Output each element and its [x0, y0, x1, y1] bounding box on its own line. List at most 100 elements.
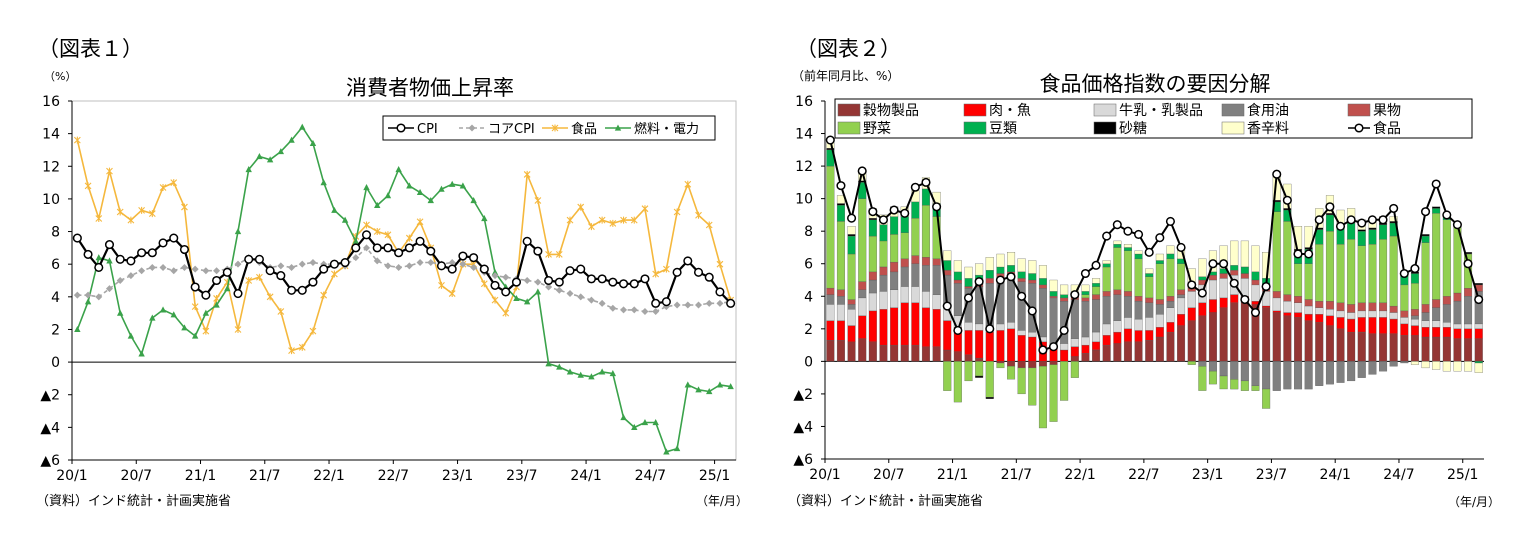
chart2-bar-segment	[858, 338, 867, 362]
chart2-bar-segment	[1325, 214, 1334, 232]
chart2-legend-label: 砂糖	[1119, 121, 1147, 137]
chart1-data-point	[523, 298, 531, 305]
chart2-bar-segment	[1272, 211, 1281, 292]
chart2-bar-segment	[1262, 305, 1271, 308]
chart2-bar-segment	[1421, 235, 1430, 243]
chart2-legend-swatch	[1221, 121, 1245, 135]
chart1-data-point	[191, 332, 199, 339]
chart2-bar-segment	[1187, 320, 1196, 362]
chart2-bar-segment	[1240, 361, 1249, 382]
chart2-bar-segment	[836, 296, 845, 305]
chart1-data-point	[727, 383, 734, 390]
chart2-ytick-label: 6	[804, 257, 813, 273]
chart1-data-point	[384, 262, 392, 270]
chart2-bar-segment	[1410, 335, 1419, 362]
chart2-bar-segment	[1028, 336, 1037, 362]
chart2-bar-segment	[1315, 322, 1324, 362]
chart2-bar-segment	[1113, 331, 1122, 344]
chart2-food-point	[1048, 342, 1059, 352]
chart2-bar-segment	[996, 278, 1005, 325]
chart1-data-point	[363, 183, 370, 191]
chart1-data-point	[436, 261, 447, 271]
chart2-bar-segment	[943, 250, 952, 261]
chart1-data-point	[256, 152, 263, 160]
chart2-bar-segment	[985, 270, 994, 279]
chart2-bar-segment	[985, 361, 994, 398]
chart1-data-point	[147, 248, 157, 258]
chart2-bar-segment	[1432, 299, 1441, 308]
chart1-data-point	[288, 136, 295, 143]
chart1-unit: （%）	[44, 70, 76, 83]
chart2-bar-segment	[900, 286, 909, 303]
chart2-bar-segment	[1134, 296, 1143, 302]
chart1-data-point	[116, 277, 124, 284]
chart2-bar-segment	[1432, 327, 1441, 338]
chart2-bar-segment	[1400, 317, 1409, 325]
chart2-bar-segment	[1208, 299, 1217, 313]
chart1-data-point	[288, 263, 296, 271]
chart2-bar-segment	[836, 221, 845, 290]
chart2-bar-segment	[1304, 299, 1313, 307]
chart1-header: （図表１）	[38, 37, 143, 61]
chart2-xtick-label: 23/1	[1192, 467, 1223, 483]
chart2-food-point	[1431, 179, 1441, 189]
chart2-bar-segment	[1251, 245, 1260, 272]
chart1-data-point	[138, 350, 145, 357]
chart1-data-point	[523, 170, 531, 178]
chart1-data-point	[127, 216, 135, 224]
chart2-bar-segment	[1294, 263, 1303, 297]
chart2-bar-segment	[1315, 244, 1324, 302]
chart2-bar-segment	[1219, 297, 1228, 308]
chart2-xtick-label: 21/7	[1001, 467, 1032, 483]
chart1-ytick-label: ▲2	[40, 388, 60, 404]
chart1-xtick-label: 22/7	[378, 468, 409, 484]
chart1-data-point	[83, 249, 93, 259]
chart1-data-point	[94, 262, 104, 272]
chart2-bar-segment	[1007, 328, 1016, 362]
chart2-bar-segment	[1155, 336, 1164, 362]
chart2-bar-segment	[1357, 231, 1366, 246]
chart2-bar-segment	[1208, 370, 1217, 385]
chart2-bar-segment	[1049, 364, 1058, 422]
chart1-data-point	[181, 203, 188, 211]
chart1-data-point	[406, 182, 413, 189]
chart1-legend-marker	[396, 123, 406, 133]
chart2-bar-segment	[1134, 330, 1143, 342]
chart2-food-point	[1155, 233, 1165, 243]
chart2-bar-segment	[868, 310, 877, 342]
chart1-data-point	[148, 263, 156, 271]
chart2-bar-segment	[1251, 284, 1260, 302]
chart2-food-point	[1134, 229, 1144, 239]
chart2-food-point	[1240, 294, 1250, 305]
chart2-bar-segment	[932, 258, 941, 266]
chart2-bar-segment	[1028, 367, 1037, 406]
chart2-food-point	[995, 275, 1005, 285]
chart2-bar-segment	[1325, 325, 1334, 362]
chart2-bar-segment	[1123, 291, 1132, 297]
chart2-bar-segment	[1219, 245, 1228, 269]
chart2-bar-segment	[1357, 229, 1366, 232]
chart2-food-point	[1367, 215, 1377, 225]
chart2-bar-segment	[964, 361, 973, 382]
chart2-bar-segment	[890, 271, 899, 290]
chart2-bar-segment	[1304, 263, 1313, 300]
chart1-data-point	[629, 279, 639, 289]
chart2-bar-segment	[1272, 312, 1281, 362]
chart1-data-point	[726, 298, 736, 308]
chart1-data-point	[245, 277, 253, 284]
chart2-food-point	[1389, 203, 1399, 213]
chart2-bar-segment	[1113, 240, 1122, 245]
chart2-food-point	[889, 205, 899, 215]
chart2-bar-segment	[1113, 343, 1122, 362]
chart2-food-point	[921, 177, 931, 187]
chart2-bar-segment	[1421, 312, 1430, 321]
chart2-header: （図表２）	[796, 37, 901, 61]
chart2-xtick-label: 20/1	[809, 467, 840, 483]
chart2-bar-segment	[1123, 296, 1132, 318]
chart1-data-point	[545, 283, 553, 291]
chart2-bar-segment	[826, 165, 835, 289]
chart2-bar-segment	[1368, 333, 1377, 362]
chart2-bar-segment	[1134, 250, 1143, 255]
chart2-bar-segment	[1166, 245, 1175, 255]
chart1-legend-label: CPI	[417, 122, 438, 137]
